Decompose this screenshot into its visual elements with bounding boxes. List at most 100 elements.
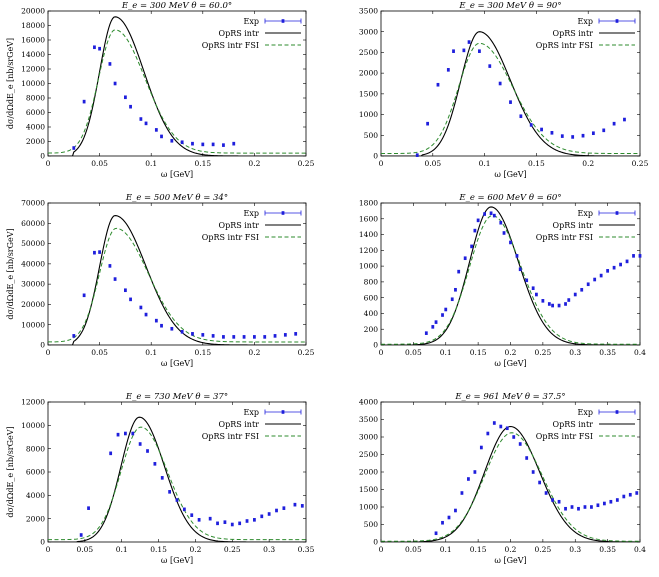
y-tick-label: 800 <box>364 277 379 286</box>
y-tick-label: 14000 <box>21 50 45 59</box>
x-tick-label: 0.4 <box>634 545 646 554</box>
x-tick-label: 0.05 <box>424 159 441 168</box>
y-tick-label: 1000 <box>359 110 378 119</box>
exp-data-point <box>182 507 186 512</box>
exp-data-point <box>201 333 205 337</box>
y-tick-label: 0 <box>373 152 378 161</box>
y-tick-label: 2000 <box>359 69 378 78</box>
exp-data-point <box>570 505 574 509</box>
x-tick-label: 0.05 <box>405 545 422 554</box>
exp-data-point <box>267 512 271 516</box>
x-tick-label: 0 <box>46 545 51 554</box>
exp-data-point <box>154 128 158 132</box>
x-tick-label: 0.2 <box>248 159 260 168</box>
exp-data-point <box>457 269 461 274</box>
exp-data-point <box>454 508 457 513</box>
exp-data-point <box>223 520 227 524</box>
exp-data-point <box>564 506 567 511</box>
exp-data-point <box>499 220 503 225</box>
exp-data-point <box>216 521 219 526</box>
exp-data-point <box>593 277 597 282</box>
exp-data-point <box>129 297 132 302</box>
panel-1: 0 0.05 0.1 0.15 0.2 0.25 0 2000 4000 6000 8000 1000… <box>6 1 315 179</box>
x-tick-label: 0.15 <box>470 348 487 357</box>
exp-data-point <box>615 498 619 502</box>
legend-label: OpRS intr <box>219 420 260 429</box>
x-tick-label: 0 <box>46 159 51 168</box>
exp-data-point <box>434 320 438 324</box>
x-tick-label: 0.2 <box>248 348 260 357</box>
exp-data-point <box>275 508 278 513</box>
exp-data-point <box>201 142 205 147</box>
exp-data-point <box>144 121 148 126</box>
y-tick-label: 4000 <box>26 123 45 132</box>
x-axis-label: ω [GeV] <box>161 556 193 565</box>
y-tick-label: 3500 <box>359 7 378 16</box>
exp-data-point <box>470 244 474 249</box>
exp-data-point <box>479 445 483 450</box>
x-tick-label: 0.15 <box>528 159 545 168</box>
y-tick-label: 10000 <box>21 79 45 88</box>
y-tick-label: 1800 <box>359 199 378 208</box>
exp-data-point <box>483 212 486 216</box>
exp-data-point <box>124 431 127 436</box>
exp-data-point <box>72 334 76 338</box>
x-tick-label: 0.15 <box>470 545 487 554</box>
exp-data-point <box>577 506 580 511</box>
exp-data-point <box>191 332 194 336</box>
y-tick-label: 0 <box>40 341 45 350</box>
exp-data-point <box>424 331 428 335</box>
exp-data-point <box>454 287 457 292</box>
exp-data-point <box>294 332 298 336</box>
y-tick-label: 70000 <box>21 199 45 208</box>
exp-data-point <box>515 254 519 258</box>
exp-data-point <box>230 522 234 527</box>
legend-label: Exp <box>578 408 593 417</box>
exp-data-point <box>139 117 143 121</box>
exp-data-point <box>211 142 215 147</box>
exp-data-point <box>638 254 642 258</box>
series-line-oprs-intr-fsi <box>381 215 640 345</box>
x-tick-label: 0.05 <box>91 159 108 168</box>
series-line-oprs-intr-fsi <box>48 426 306 541</box>
exp-data-point <box>628 492 632 497</box>
chart-title: E_e = 600 MeV θ = 60° <box>458 193 561 203</box>
exp-data-point <box>98 250 101 254</box>
exp-data-point <box>170 138 174 143</box>
y-tick-label: 10000 <box>21 320 45 329</box>
exp-data-point <box>612 121 616 126</box>
y-tick-label: 40000 <box>21 259 45 268</box>
exp-data-point <box>190 513 194 517</box>
x-tick-label: 0.05 <box>405 348 422 357</box>
plot-frame <box>380 401 641 543</box>
y-tick-label: 10000 <box>21 421 45 430</box>
exp-data-point <box>154 318 158 323</box>
exp-data-point <box>519 114 523 119</box>
exp-data-point <box>619 262 622 267</box>
plot-frame <box>380 10 641 157</box>
y-tick-label: 60000 <box>21 219 45 228</box>
exp-data-point <box>222 143 225 147</box>
y-tick-label: 12000 <box>21 65 45 74</box>
exp-data-point <box>116 432 120 437</box>
x-tick-label: 0.2 <box>505 348 517 357</box>
exp-data-point <box>509 100 512 104</box>
exp-data-point <box>108 264 112 268</box>
exp-data-point <box>260 514 264 519</box>
exp-data-point <box>263 335 267 339</box>
exp-data-point <box>573 292 577 297</box>
exp-data-point <box>144 312 148 317</box>
y-tick-label: 18000 <box>21 21 45 30</box>
legend-swatch-exp <box>281 211 285 215</box>
x-tick-label: 0.15 <box>194 348 211 357</box>
exp-data-point <box>625 259 629 264</box>
y-tick-label: 2000 <box>26 514 45 523</box>
exp-data-point <box>191 141 194 146</box>
exp-data-point <box>253 518 256 522</box>
legend-label: Exp <box>244 17 259 26</box>
exp-data-point <box>138 442 142 446</box>
exp-data-point <box>551 303 554 308</box>
exp-data-point <box>586 282 590 287</box>
exp-data-point <box>160 134 163 139</box>
